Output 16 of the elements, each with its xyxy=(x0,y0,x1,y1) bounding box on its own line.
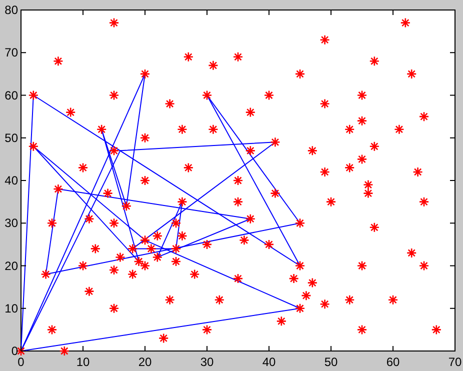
y-tick-label: 20 xyxy=(4,258,18,273)
y-tick-label: 10 xyxy=(4,301,18,316)
y-tick-label: 60 xyxy=(4,88,18,102)
x-tick-label: 70 xyxy=(448,355,462,369)
x-tick-label: 10 xyxy=(76,355,90,369)
y-tick-label: 40 xyxy=(4,174,18,188)
y-tick-label: 50 xyxy=(4,130,18,145)
y-tick-label: 30 xyxy=(4,216,18,230)
x-tick-label: 50 xyxy=(324,355,338,369)
x-tick-label: 30 xyxy=(200,355,214,369)
x-tick-label: 40 xyxy=(262,355,276,369)
y-tick-label: 0 xyxy=(11,344,18,358)
x-tick-label: 20 xyxy=(138,355,152,369)
y-tick-label: 70 xyxy=(4,46,18,60)
y-tick-label: 80 xyxy=(4,3,18,17)
x-tick-label: 60 xyxy=(386,355,400,369)
